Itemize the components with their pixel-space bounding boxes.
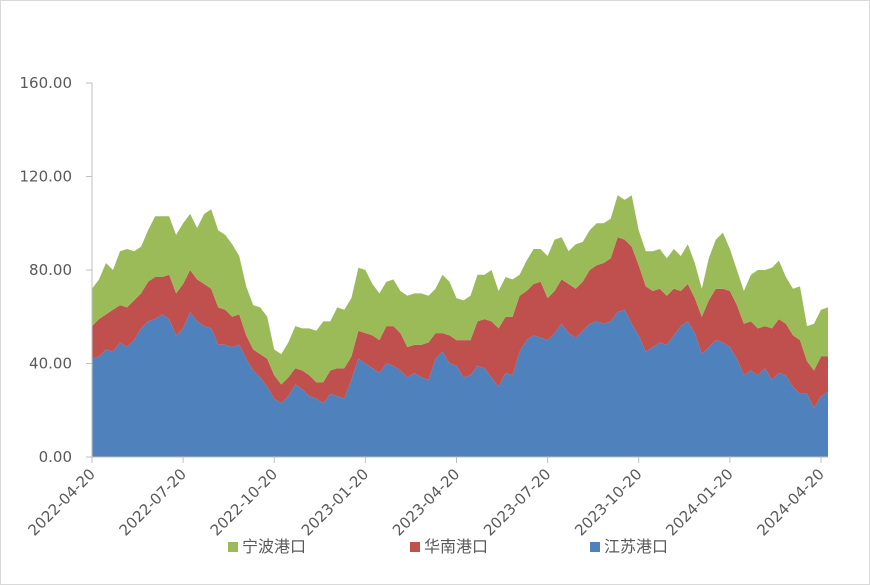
legend: 宁波港口 华南港口 江苏港口 — [228, 537, 668, 556]
y-tick-label: 160.00 — [20, 74, 73, 92]
legend-swatch — [410, 542, 420, 552]
area-series-1 — [92, 237, 828, 408]
y-tick-label: 80.00 — [29, 261, 72, 279]
legend-label: 宁波港口 — [242, 537, 306, 556]
legend-label: 江苏港口 — [604, 537, 668, 556]
legend-swatch — [590, 542, 600, 552]
plot-areas — [92, 195, 828, 457]
y-axis-ticks: 0.00 40.00 80.00 120.00 160.00 — [20, 74, 92, 466]
area-series-2 — [92, 195, 828, 385]
x-tick-label: 2024-01-20 — [662, 465, 736, 539]
x-tick-label: 2022-04-20 — [24, 465, 98, 539]
x-tick-label: 2024-04-20 — [753, 465, 827, 539]
legend-swatch — [228, 542, 238, 552]
x-tick-label: 2022-10-20 — [207, 465, 281, 539]
area-series-0 — [92, 309, 828, 457]
x-axis-ticks: 2022-04-20 2022-07-20 2022-10-20 2023-01-20… — [24, 457, 828, 539]
x-tick-label: 2023-01-20 — [298, 465, 372, 539]
x-tick-label: 2023-07-20 — [480, 465, 554, 539]
y-tick-label: 40.00 — [29, 355, 72, 373]
x-tick-label: 2023-04-20 — [389, 465, 463, 539]
x-tick-label: 2022-07-20 — [116, 465, 190, 539]
y-tick-label: 120.00 — [20, 168, 73, 186]
legend-label: 华南港口 — [424, 537, 488, 556]
x-tick-label: 2023-10-20 — [571, 465, 645, 539]
y-tick-label: 0.00 — [39, 448, 72, 466]
